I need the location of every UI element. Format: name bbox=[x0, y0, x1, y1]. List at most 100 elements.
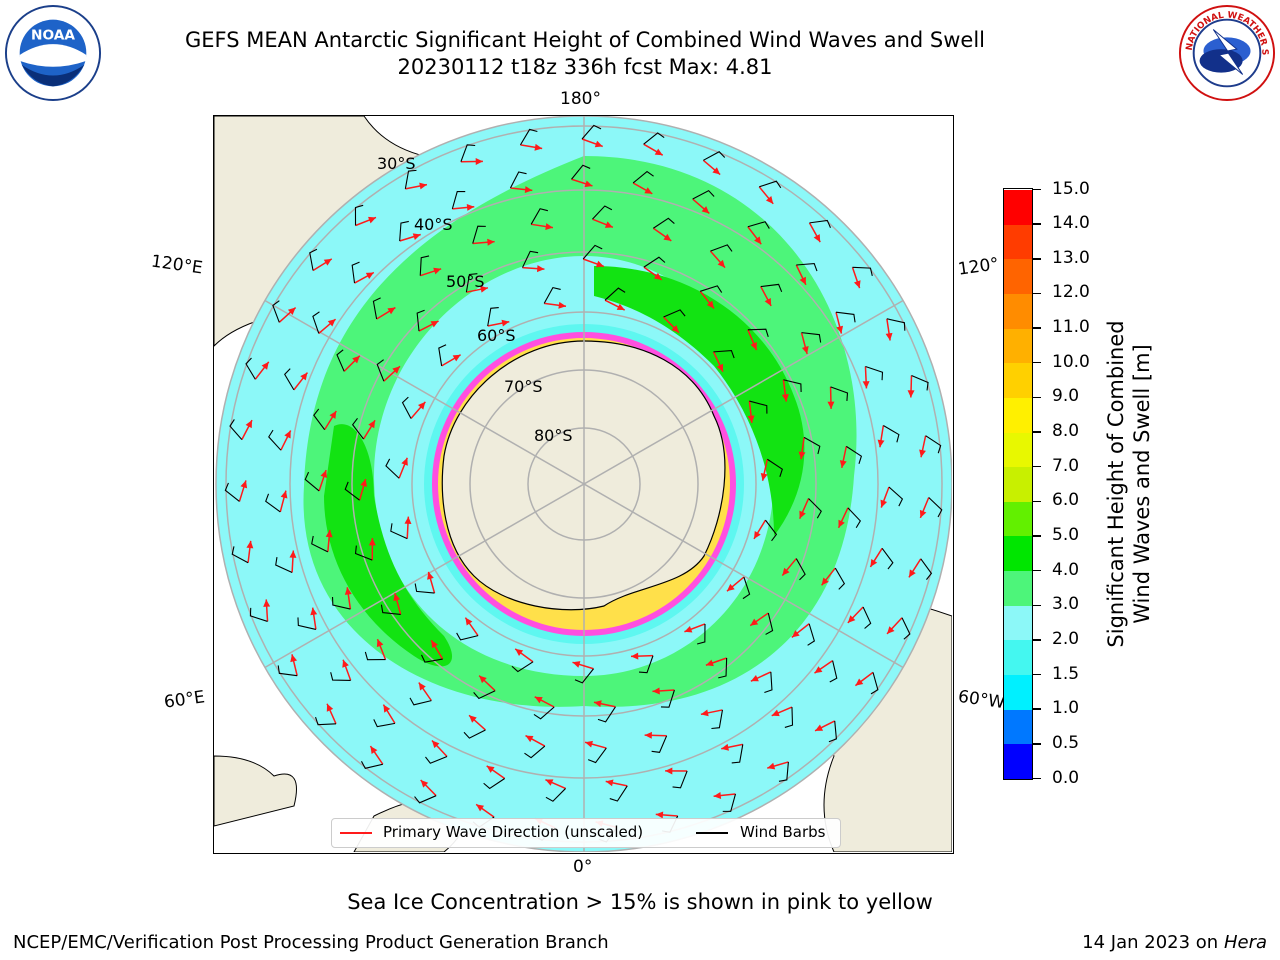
graticule bbox=[225, 116, 943, 852]
wave-direction-arrowhead bbox=[764, 297, 772, 306]
lon-label-60e: 60°E bbox=[162, 687, 207, 713]
colorbar-segment bbox=[1004, 224, 1032, 260]
wave-direction-arrows bbox=[224, 124, 943, 843]
chart-title: GEFS MEAN Antarctic Significant Height o… bbox=[184, 28, 986, 52]
noaa-logo-icon: NOAA bbox=[4, 4, 102, 102]
wind-barb bbox=[881, 547, 894, 570]
lat-label-30s: 30°S bbox=[377, 154, 416, 173]
wave-direction-arrowhead bbox=[427, 571, 434, 580]
wave-direction-arrowhead bbox=[721, 743, 729, 751]
wind-barb bbox=[809, 219, 832, 228]
wave-direction-arrowhead bbox=[534, 696, 543, 704]
wave-direction-arrowhead bbox=[534, 143, 543, 151]
wave-direction-arrowhead bbox=[717, 259, 726, 268]
wind-barb bbox=[759, 180, 782, 189]
wind-barb bbox=[390, 523, 408, 540]
wind-barb bbox=[778, 761, 789, 782]
wind-barb bbox=[700, 285, 723, 293]
wave-direction-arrowhead bbox=[821, 577, 829, 586]
wind-barb bbox=[828, 720, 837, 743]
wind-barb bbox=[224, 482, 240, 502]
wave-direction-arrowhead bbox=[487, 238, 495, 246]
wave-direction-arrowhead bbox=[799, 276, 806, 285]
colorbar-tick-label: 11.0 bbox=[1052, 317, 1090, 338]
wind-barb bbox=[460, 144, 476, 162]
wind-barb bbox=[783, 379, 802, 393]
wind-barb bbox=[373, 719, 396, 728]
colorbar-tick-label: 1.5 bbox=[1052, 663, 1080, 684]
wave-direction-arrowhead bbox=[558, 301, 567, 309]
colorbar-tick bbox=[1033, 327, 1041, 329]
wind-barb bbox=[465, 273, 478, 293]
colorbar-tick-label: 0.0 bbox=[1052, 767, 1080, 788]
wave-direction-arrowhead bbox=[700, 709, 709, 717]
wind-barb bbox=[231, 546, 249, 564]
wave-direction-arrowhead bbox=[245, 420, 252, 429]
wind-barb bbox=[920, 558, 933, 580]
wave-direction-arrowhead bbox=[433, 267, 442, 275]
wind-barb bbox=[925, 435, 942, 454]
wave-direction-arrowhead bbox=[536, 265, 545, 273]
colorbar-tick-label: 1.0 bbox=[1052, 698, 1080, 719]
wind-barb bbox=[463, 729, 486, 739]
colorbar-segment bbox=[1004, 709, 1032, 745]
wind-barb bbox=[372, 297, 381, 320]
wave-direction-arrowhead bbox=[813, 234, 821, 243]
wave-height-patch-4-5m bbox=[594, 266, 805, 536]
colorbar-tick-label: 0.5 bbox=[1052, 732, 1080, 753]
wave-direction-arrowhead bbox=[713, 792, 722, 799]
lat-label-80s: 80°S bbox=[534, 426, 573, 445]
wave-direction-arrowhead bbox=[827, 401, 835, 409]
wave-direction-arrowhead bbox=[791, 630, 800, 638]
wind-barb bbox=[834, 567, 846, 590]
colorbar-tick bbox=[1033, 465, 1041, 468]
wind-barb bbox=[901, 617, 911, 640]
wind-barb bbox=[344, 481, 360, 501]
wave-direction-arrowhead bbox=[798, 451, 806, 460]
wind-barb bbox=[229, 419, 243, 441]
wind-barb bbox=[888, 486, 904, 507]
wind-barb bbox=[265, 493, 281, 513]
wave-direction-arrowhead bbox=[401, 457, 408, 466]
wave-direction-arrowhead bbox=[716, 363, 723, 372]
colorbar-tick bbox=[1033, 639, 1041, 641]
wave-direction-arrowhead bbox=[515, 648, 524, 656]
wind-barb bbox=[643, 256, 666, 268]
wind-barb bbox=[545, 788, 566, 802]
colorbar-segment bbox=[1004, 466, 1032, 502]
wind-barb bbox=[847, 507, 862, 529]
wind-barbs-legend-line bbox=[696, 832, 728, 834]
wave-direction-arrowhead bbox=[750, 618, 759, 626]
wave-direction-arrowhead bbox=[525, 735, 534, 743]
colorbar-tick-label: 3.0 bbox=[1052, 594, 1080, 615]
wind-barb bbox=[638, 655, 654, 674]
wind-barb bbox=[336, 349, 345, 372]
wind-barb bbox=[419, 255, 430, 276]
wind-barb bbox=[331, 596, 351, 610]
wind-barb bbox=[309, 248, 318, 271]
wave-direction-arrowhead bbox=[545, 223, 553, 230]
wind-barb bbox=[376, 359, 385, 382]
wind-barb bbox=[354, 545, 373, 561]
wave-direction-arrowhead bbox=[654, 148, 663, 156]
wave-direction-arrowhead bbox=[323, 258, 332, 266]
wind-barb bbox=[414, 795, 437, 804]
wind-barb bbox=[311, 535, 329, 553]
wind-barb bbox=[692, 189, 715, 200]
wind-barb bbox=[315, 716, 337, 726]
wave-direction-arrowhead bbox=[263, 599, 271, 607]
wave-direction-arrowhead bbox=[376, 639, 384, 648]
wind-barb bbox=[509, 171, 527, 189]
colorbar-tick bbox=[1033, 708, 1041, 710]
wave-direction-arrowhead bbox=[814, 666, 823, 674]
wind-barb bbox=[862, 606, 872, 629]
wave-direction-arrowhead bbox=[801, 346, 809, 354]
wave-direction-arrowhead bbox=[815, 724, 824, 731]
wave-direction-arrowhead bbox=[880, 499, 888, 508]
wind-barb bbox=[312, 311, 320, 334]
wave-direction-arrowhead bbox=[838, 519, 845, 528]
colorbar-segment bbox=[1004, 397, 1032, 433]
wave-direction-arrowhead bbox=[430, 321, 439, 328]
wind-barb bbox=[511, 661, 534, 673]
wind-barb bbox=[385, 458, 400, 479]
